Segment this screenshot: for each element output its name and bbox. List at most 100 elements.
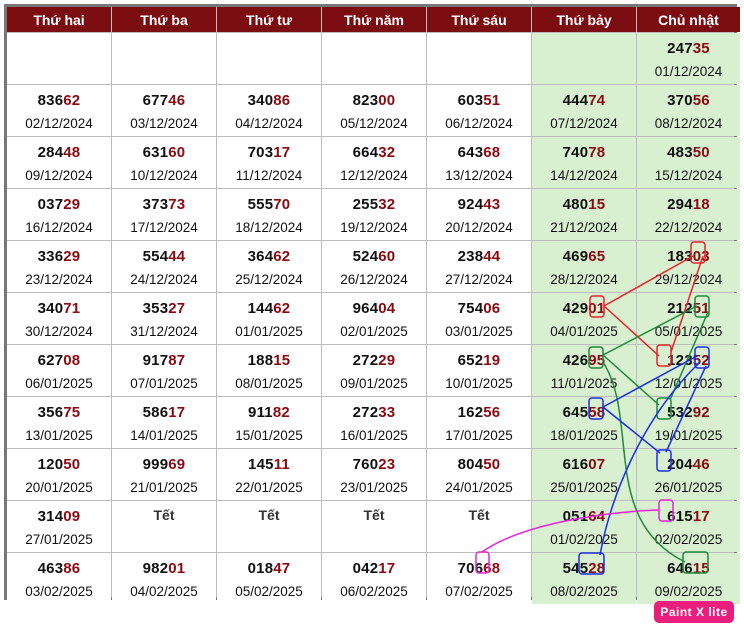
- result-head-digits: 999: [142, 456, 169, 473]
- day-cell: 83662 02/12/2024: [7, 85, 111, 136]
- result-head-digits: 162: [457, 404, 484, 421]
- day-cell: 62708 06/01/2025: [7, 345, 111, 396]
- result-tail-digits: 62: [273, 300, 291, 317]
- result-date: 05/12/2024: [340, 116, 408, 131]
- result-head-digits: 754: [457, 300, 484, 317]
- day-cell: 25532 19/12/2024: [322, 189, 426, 240]
- day-cell: 44474 07/12/2024: [532, 85, 636, 136]
- result-head-digits: 247: [667, 40, 693, 57]
- results-table-frame: Thứ hai Thứ ba Thứ tư Thứ năm Thứ sáu Thứ bảy…: [4, 4, 740, 604]
- result-head-digits: 183: [667, 248, 693, 265]
- result-number: 36462: [217, 248, 321, 265]
- day-cell: 80450 24/01/2025: [427, 449, 531, 500]
- day-cell: 37373 17/12/2024: [112, 189, 216, 240]
- weekday-header: Chủ nhật: [637, 7, 740, 32]
- result-date: 25/12/2024: [235, 272, 303, 287]
- day-cell: 42695 11/01/2025: [532, 345, 636, 396]
- result-head-digits: 373: [142, 196, 169, 213]
- result-tail-digits: 62: [63, 92, 81, 109]
- result-head-digits: 643: [457, 144, 484, 161]
- result-date: 08/01/2025: [235, 376, 303, 391]
- result-head-digits: 480: [562, 196, 589, 213]
- result-tail-digits: 52: [692, 352, 710, 369]
- result-number: 04217: [322, 560, 426, 577]
- result-tail-digits: 33: [378, 404, 396, 421]
- result-head-digits: 042: [352, 560, 379, 577]
- result-tail-digits: 03: [692, 248, 710, 265]
- empty-day-cell: [112, 33, 216, 84]
- result-number: 18815: [217, 352, 321, 369]
- day-cell: 52460 26/12/2024: [322, 241, 426, 292]
- day-cell: 61517 02/02/2025: [637, 501, 740, 552]
- result-date: 14/01/2025: [130, 428, 198, 443]
- day-cell: 33629 23/12/2024: [7, 241, 111, 292]
- result-tail-digits: 04: [378, 300, 396, 317]
- result-number: 64368: [427, 144, 531, 161]
- day-cell: 21251 05/01/2025: [637, 293, 740, 344]
- result-date: 02/12/2024: [25, 116, 93, 131]
- result-tail-digits: 07: [588, 456, 606, 473]
- result-date: 21/12/2024: [550, 220, 618, 235]
- result-tail-digits: 23: [378, 456, 396, 473]
- result-head-digits: 532: [667, 404, 693, 421]
- result-date: 11/01/2025: [550, 376, 618, 391]
- result-date: 18/01/2025: [550, 428, 618, 443]
- result-tail-digits: 69: [168, 456, 186, 473]
- day-cell: 14511 22/01/2025: [217, 449, 321, 500]
- result-date: 02/01/2025: [340, 324, 408, 339]
- result-date: 27/12/2024: [445, 272, 513, 287]
- result-head-digits: 037: [37, 196, 64, 213]
- day-cell: 01847 05/02/2025: [217, 553, 321, 604]
- result-head-digits: 586: [142, 404, 169, 421]
- day-cell: 31409 27/01/2025: [7, 501, 111, 552]
- day-cell: 16256 17/01/2025: [427, 397, 531, 448]
- result-date: 17/01/2025: [445, 428, 513, 443]
- result-date: 16/01/2025: [340, 428, 408, 443]
- result-number: 27229: [322, 352, 426, 369]
- result-tail-digits: 50: [63, 456, 81, 473]
- day-cell: 74078 14/12/2024: [532, 137, 636, 188]
- result-number: 65219: [427, 352, 531, 369]
- result-head-digits: 760: [352, 456, 379, 473]
- result-tail-digits: 06: [483, 300, 501, 317]
- result-date: 17/12/2024: [130, 220, 198, 235]
- day-cell: 58617 14/01/2025: [112, 397, 216, 448]
- paint-x-lite-logo[interactable]: Paint X lite: [654, 601, 734, 623]
- result-tail-digits: 65: [588, 248, 606, 265]
- result-date: 04/01/2025: [550, 324, 618, 339]
- result-number: 20446: [637, 456, 740, 473]
- result-tail-digits: 56: [483, 404, 501, 421]
- result-date: 10/12/2024: [130, 168, 198, 183]
- day-cell: 96404 02/01/2025: [322, 293, 426, 344]
- result-date: 28/12/2024: [550, 272, 618, 287]
- result-number: 33629: [7, 248, 111, 265]
- result-date: 08/02/2025: [550, 584, 618, 599]
- result-date: 03/12/2024: [130, 116, 198, 131]
- result-date: 26/12/2024: [340, 272, 408, 287]
- result-head-digits: 652: [457, 352, 484, 369]
- result-head-digits: 555: [247, 196, 274, 213]
- result-tail-digits: 01: [588, 300, 606, 317]
- day-cell: 18815 08/01/2025: [217, 345, 321, 396]
- result-number: 34071: [7, 300, 111, 317]
- day-cell: 28448 09/12/2024: [7, 137, 111, 188]
- weekday-header: Thứ tư: [217, 7, 321, 32]
- day-cell: 48015 21/12/2024: [532, 189, 636, 240]
- result-tail-digits: 82: [272, 404, 290, 421]
- day-cell: 04217 06/02/2025: [322, 553, 426, 604]
- result-head-digits: 469: [562, 248, 589, 265]
- result-number: 55444: [112, 248, 216, 265]
- result-tail-digits: 17: [168, 404, 186, 421]
- result-number: 28448: [7, 144, 111, 161]
- result-head-digits: 284: [37, 144, 64, 161]
- result-number: 31409: [7, 508, 111, 525]
- result-tail-digits: 58: [588, 404, 606, 421]
- result-number: 03729: [7, 196, 111, 213]
- day-cell: 75406 03/01/2025: [427, 293, 531, 344]
- result-tail-digits: 86: [63, 560, 81, 577]
- result-date: 06/02/2025: [340, 584, 408, 599]
- day-cell: 12050 20/01/2025: [7, 449, 111, 500]
- result-head-digits: 212: [667, 300, 693, 317]
- result-number: 48015: [532, 196, 636, 213]
- result-head-digits: 370: [667, 92, 693, 109]
